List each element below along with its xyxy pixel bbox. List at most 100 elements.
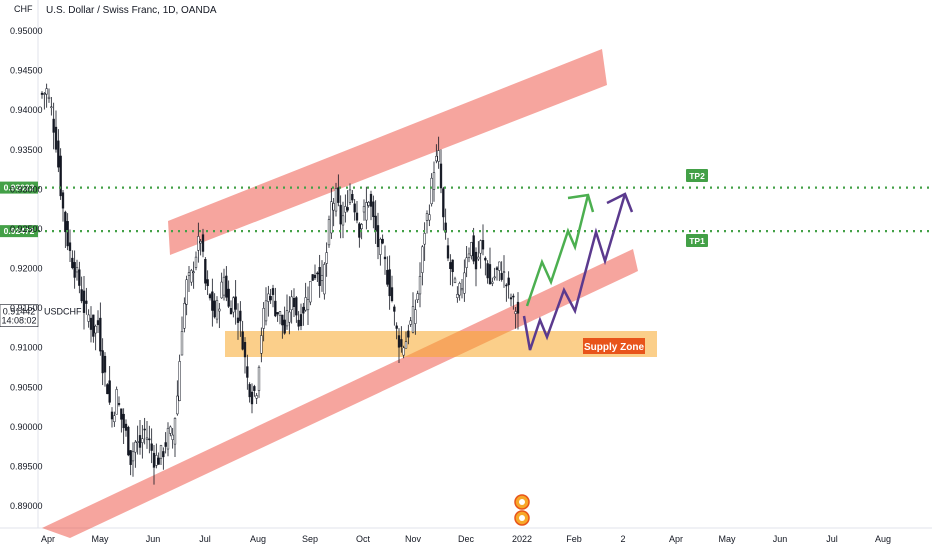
candle-up — [169, 426, 172, 434]
candle-up — [421, 246, 424, 273]
candle-up — [365, 202, 368, 221]
candle-down — [127, 426, 130, 456]
candle-up — [493, 276, 496, 279]
candle-down — [311, 274, 314, 281]
y-tick-label: 0.89000 — [10, 501, 43, 511]
candle-down — [164, 442, 167, 447]
channel-lower-band — [42, 249, 638, 538]
symbol-label: USDCHF — [44, 307, 82, 317]
candle-up — [409, 320, 412, 325]
candle-down — [143, 428, 146, 431]
candle-up — [43, 93, 46, 95]
candle-up — [155, 455, 158, 466]
candle-up — [183, 303, 186, 329]
candle-up — [190, 270, 193, 283]
candle-up — [136, 441, 139, 443]
x-tick-label: 2022 — [512, 534, 532, 544]
supply-zone: Supply Zone — [225, 331, 657, 357]
channel-upper-band — [168, 49, 607, 255]
y-tick-label: 0.93000 — [10, 184, 43, 194]
y-tick-label: 0.91500 — [10, 303, 43, 313]
y-axis[interactable]: 0.95000 0.94500 0.94000 0.93500 0.93000 0.925… — [10, 26, 43, 511]
candle-down — [204, 259, 207, 284]
candle-up — [194, 256, 198, 268]
candle-down — [512, 295, 515, 298]
candle-up — [50, 106, 53, 109]
x-tick-label: Feb — [566, 534, 582, 544]
candle-down — [96, 320, 100, 326]
x-tick-label: Oct — [356, 534, 371, 544]
candle-up — [325, 252, 328, 264]
candle-up — [185, 279, 188, 305]
candle-down — [101, 350, 104, 374]
candle-down — [201, 234, 205, 252]
candle-up — [332, 203, 335, 211]
candle-down — [351, 194, 354, 201]
candle-down — [472, 235, 475, 262]
candle-down — [206, 279, 209, 287]
candle-down — [71, 257, 74, 269]
y-tick-label: 0.92500 — [10, 224, 43, 234]
chart-header: CHF U.S. Dollar / Swiss Franc, 1D, OANDA — [14, 4, 217, 16]
event-icons[interactable] — [514, 494, 530, 526]
candle-up — [288, 311, 291, 323]
x-axis[interactable]: Apr May Jun Jul Aug Sep Oct Nov Dec 2022 Feb 2 Apr Ma… — [41, 534, 891, 544]
candle-down — [486, 263, 489, 279]
candle-up — [87, 314, 90, 322]
candle-up — [145, 437, 149, 440]
candle-down — [386, 269, 389, 285]
candle-up — [309, 281, 312, 303]
candle-up — [134, 441, 137, 453]
candle-up — [131, 451, 135, 462]
candle-down — [211, 291, 214, 311]
candle-down — [292, 298, 296, 307]
candle-up — [323, 264, 326, 295]
candle-down — [318, 266, 321, 286]
candle-up — [479, 240, 482, 254]
candle-down — [157, 457, 160, 465]
candle-up — [199, 241, 202, 244]
projection-arrows — [522, 192, 634, 351]
candle-down — [297, 319, 300, 327]
supply-zone-label: Supply Zone — [584, 342, 644, 353]
candle-down — [68, 242, 72, 251]
candle-up — [45, 88, 48, 95]
x-tick-label: Aug — [250, 534, 266, 544]
x-tick-label: May — [91, 534, 109, 544]
candle-up — [402, 347, 405, 356]
candle-up — [94, 325, 97, 334]
candle-down — [299, 314, 303, 327]
candle-down — [444, 222, 447, 233]
candle-up — [304, 297, 307, 311]
candle-down — [269, 296, 272, 301]
y-tick-label: 0.94500 — [10, 66, 43, 76]
candle-up — [425, 213, 429, 221]
candle-down — [295, 297, 298, 316]
candle-down — [64, 211, 67, 233]
candle-down — [395, 325, 398, 329]
candle-down — [274, 300, 277, 317]
candle-down — [152, 452, 156, 468]
candle-down — [372, 201, 375, 218]
candle-up — [232, 297, 235, 313]
candle-down — [57, 140, 60, 168]
candle-up — [176, 395, 179, 415]
candle-down — [388, 269, 391, 297]
candle-up — [180, 331, 184, 356]
candle-down — [162, 451, 165, 458]
candle-up — [178, 361, 181, 401]
candle-down — [516, 301, 520, 314]
level-label-box-tp1 — [686, 234, 708, 247]
candle-down — [358, 223, 361, 238]
candle-up — [47, 96, 51, 100]
candle-down — [99, 317, 102, 352]
x-tick-label: Aug — [875, 534, 891, 544]
candle-up — [306, 299, 310, 311]
candle-down — [225, 275, 228, 298]
x-tick-label: Jul — [199, 534, 211, 544]
candle-down — [122, 413, 125, 429]
level-price-tag-tp2 — [0, 181, 38, 194]
